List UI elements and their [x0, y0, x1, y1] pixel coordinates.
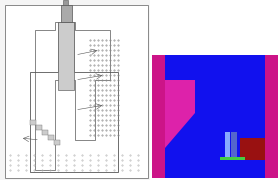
- Polygon shape: [165, 80, 195, 148]
- Bar: [30, 120, 36, 125]
- Bar: [61, 5, 72, 22]
- Bar: [152, 55, 278, 178]
- Bar: [54, 140, 60, 145]
- Bar: [63, 0, 68, 5]
- Bar: [220, 157, 245, 160]
- Bar: [231, 132, 237, 158]
- Bar: [165, 55, 265, 178]
- Bar: [58, 22, 74, 90]
- Bar: [0, 0, 150, 180]
- Bar: [42, 130, 48, 135]
- Bar: [5, 5, 148, 178]
- Bar: [240, 138, 265, 160]
- Bar: [48, 135, 54, 140]
- Bar: [36, 125, 42, 130]
- Bar: [225, 132, 230, 158]
